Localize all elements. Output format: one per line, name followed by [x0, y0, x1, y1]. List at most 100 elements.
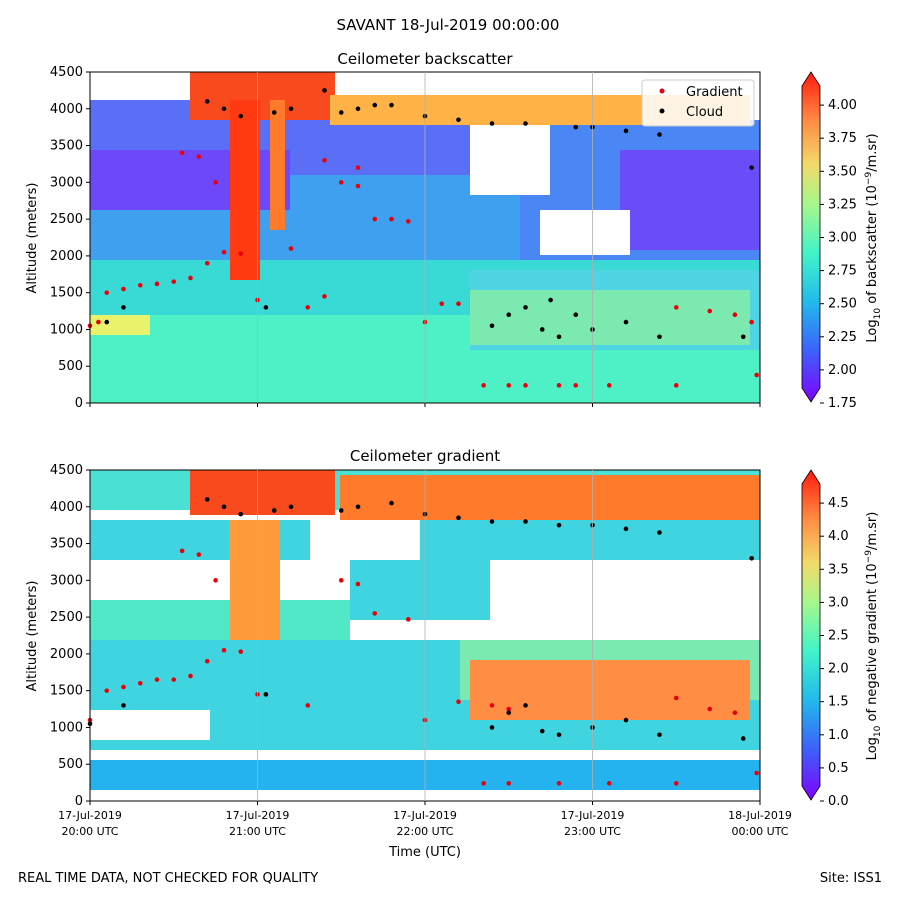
colorbar-tick-label: 1.75: [828, 396, 857, 411]
gradient-point: [213, 180, 218, 185]
cloud-point: [573, 312, 579, 318]
cloud-point: [657, 132, 662, 137]
x-tick-label-date: 17-Jul-2019: [58, 809, 122, 822]
gradient-point: [171, 677, 177, 682]
gradient-point: [489, 703, 495, 708]
y-tick-label: 4500: [50, 65, 83, 80]
gradient-point: [673, 383, 679, 388]
colorbar-body: [801, 469, 821, 801]
cloud-point: [523, 121, 528, 126]
y-axis-label: Altitude (meters): [25, 183, 40, 294]
legend-box: [641, 79, 755, 127]
figure-title: SAVANT 18-Jul-2019 00:00:00: [337, 16, 560, 34]
gradient-point: [372, 216, 378, 222]
cloud-point: [456, 515, 461, 521]
cloud-point: [355, 106, 361, 112]
legend-label-gradient: Gradient: [686, 85, 743, 100]
y-axis: 0 500 1000 1500 2000 2500 3000 3500 4000 4500: [50, 463, 90, 809]
cloud-point: [657, 732, 662, 738]
gradient-point: [121, 684, 126, 690]
gradient-point: [137, 681, 143, 686]
colorbar-tick-label: 3.5: [828, 562, 849, 577]
cloud-point: [657, 530, 662, 535]
cloud-point: [523, 703, 528, 708]
x-ticks: [89, 403, 761, 407]
gradient-point: [355, 165, 361, 170]
colorbar-label: Log10 of backscatter (10−9/m.sr): [864, 133, 883, 342]
cloud-point: [104, 319, 110, 325]
colorbar-ticks: 0.0 0.5 1.0 1.5 2.0 2.5 3.0 3.5 4.0 4.5: [820, 496, 849, 809]
gradient-point: [238, 649, 244, 654]
y-tick-label: 1500: [50, 286, 83, 301]
cloud-point: [556, 522, 562, 528]
y-tick-label: 0: [75, 396, 83, 411]
legend-label-cloud: Cloud: [686, 105, 723, 120]
gradient-point: [179, 548, 185, 554]
gradient-point: [121, 286, 126, 292]
colorbar-tick-label: 3.00: [828, 231, 857, 246]
gradient-point: [405, 617, 411, 622]
cloud-point: [523, 519, 528, 524]
y-tick-label: 1000: [50, 322, 83, 337]
y-axis: 0 500 1000 1500 2000 2500 3000 3500 4000 4500: [50, 65, 90, 411]
cloud-point: [548, 297, 553, 303]
x-tick-label-time: 00:00 UTC: [731, 825, 788, 838]
cloud-point: [456, 117, 461, 123]
cloud-point: [221, 106, 227, 112]
legend: Gradient Cloud: [641, 79, 755, 127]
colorbar-tick-label: 2.5: [828, 629, 849, 644]
cloud-point: [489, 725, 495, 730]
cloud-point: [740, 334, 746, 340]
y-tick-label: 1000: [50, 720, 83, 735]
gradient-point: [506, 383, 512, 388]
y-tick-label: 2500: [50, 212, 83, 227]
colorbar-body: [801, 71, 821, 403]
y-tick-label: 2500: [50, 610, 83, 625]
cloud-point: [523, 305, 528, 310]
gradient-point: [673, 695, 679, 701]
gradient-point: [439, 301, 445, 307]
x-axis: 17-Jul-2019 20:00 UTC 17-Jul-2019 21:00 UTC…: [58, 801, 792, 838]
gradient-point: [221, 249, 227, 255]
colorbar-tick-label: 4.5: [828, 496, 849, 511]
gradient-point: [573, 383, 579, 388]
y-tick-label: 2000: [50, 249, 83, 264]
x-axis-label: Time (UTC): [388, 845, 461, 860]
gradient-point: [673, 781, 679, 786]
colorbar-tick-label: 4.0: [828, 529, 849, 544]
gradient-point: [749, 319, 754, 325]
panel-gradient: Ceilometer gradient 0 500 1000 1500 2000 2500…: [25, 447, 883, 860]
cloud-point: [238, 113, 244, 119]
colorbar-tick-label: 2.75: [828, 264, 857, 279]
colorbar-tick-label: 3.50: [828, 164, 857, 179]
colorbar-tick-label: 3.75: [828, 131, 857, 146]
gradient-point: [732, 710, 738, 716]
gradient-point: [213, 578, 218, 583]
scatter-layer: [87, 497, 759, 786]
gradient-point: [338, 578, 344, 583]
gradient-point: [523, 383, 528, 388]
gradient-point: [707, 308, 713, 314]
footer-site: Site: ISS1: [820, 871, 882, 886]
gradient-point: [137, 283, 143, 288]
panel-title: Ceilometer gradient: [350, 447, 500, 465]
colorbar-tick-label: 2.00: [828, 363, 857, 378]
y-tick-label: 4500: [50, 463, 83, 478]
colorbar-tick-label: 1.5: [828, 695, 849, 710]
cloud-point: [556, 732, 562, 738]
heatmap-field: [90, 470, 760, 801]
gradient-point: [179, 150, 185, 156]
x-tick-label-time: 20:00 UTC: [61, 825, 118, 838]
gradient-point: [322, 157, 327, 163]
y-tick-label: 500: [58, 359, 83, 374]
gradient-point: [732, 312, 738, 318]
cloud-point: [204, 99, 210, 104]
cloud-point: [121, 305, 126, 310]
cloud-point: [221, 504, 227, 510]
gradient-point: [104, 688, 110, 693]
gradient-point: [372, 611, 378, 616]
gradient-point: [556, 383, 562, 388]
legend-marker-cloud: [659, 108, 665, 114]
gradient-point: [288, 246, 294, 251]
cloud-point: [271, 110, 277, 115]
